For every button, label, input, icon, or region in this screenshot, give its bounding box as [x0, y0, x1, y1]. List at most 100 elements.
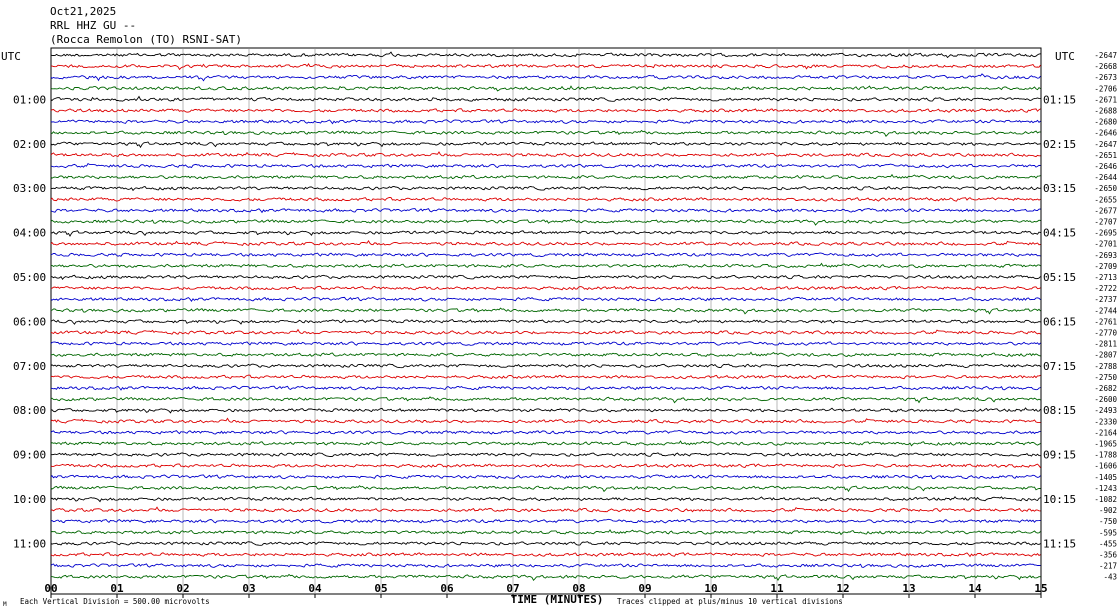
trace-offset-label: -2330: [1094, 417, 1117, 426]
seismic-trace: [50, 541, 1041, 546]
left-hour-label: 08:00: [13, 404, 46, 417]
seismic-trace: [50, 318, 1041, 325]
seismic-trace: [50, 108, 1041, 113]
seismic-trace: [50, 141, 1041, 149]
left-hour-label: 11:00: [13, 537, 46, 550]
trace-offset-label: -2744: [1094, 306, 1117, 315]
x-tick-label: 11: [770, 582, 784, 595]
trace-offset-label: -1606: [1094, 462, 1117, 471]
seismic-trace: [50, 529, 1041, 536]
seismic-trace: [50, 262, 1041, 269]
trace-offset-label: -1243: [1094, 484, 1117, 493]
seismic-trace: [50, 485, 1041, 493]
x-tick-label: 05: [374, 582, 387, 595]
x-tick-label: 04: [308, 582, 322, 595]
x-tick-label: 03: [242, 582, 255, 595]
trace-offset-label: -2677: [1094, 206, 1117, 215]
right-hour-label: 04:15: [1043, 227, 1076, 240]
seismic-trace: [50, 573, 1041, 581]
seismic-trace: [50, 285, 1041, 291]
left-hour-label: 10:00: [13, 493, 46, 506]
right-hour-label: 08:15: [1043, 404, 1076, 417]
seismic-trace: [50, 296, 1041, 302]
seismic-trace: [50, 129, 1041, 137]
left-hour-label: 05:00: [13, 271, 46, 284]
trace-offset-label: -356: [1099, 551, 1118, 560]
seismic-trace: [50, 341, 1041, 346]
trace-offset-label: -2668: [1094, 62, 1117, 71]
seismic-trace: [50, 85, 1041, 92]
right-hour-label: 06:15: [1043, 315, 1076, 328]
trace-offset-label: -2737: [1094, 295, 1117, 304]
right-hour-label: 02:15: [1043, 138, 1076, 151]
seismic-trace: [50, 185, 1041, 192]
footer-clip-note: Traces clipped at plus/minus 10 vertical…: [617, 597, 843, 606]
trace-offset-label: -2761: [1094, 317, 1117, 326]
trace-offset-label: -2647: [1094, 140, 1117, 149]
date-label: Oct21,2025: [50, 5, 117, 18]
x-tick-label: 06: [440, 582, 454, 595]
trace-offset-label: -2750: [1094, 373, 1117, 382]
left-hour-label: 04:00: [13, 227, 46, 240]
trace-offset-label: -217: [1099, 562, 1117, 571]
seismic-trace: [50, 218, 1041, 226]
seismic-trace: [50, 63, 1041, 71]
trace-offset-label: -455: [1099, 539, 1117, 548]
seismic-trace: [50, 307, 1041, 315]
x-tick-label: 09: [638, 582, 651, 595]
trace-offset-label: -2695: [1094, 229, 1117, 238]
seismic-trace: [50, 328, 1041, 335]
seismic-trace: [50, 417, 1041, 424]
trace-offset-label: -595: [1099, 528, 1117, 537]
trace-offset-label: -2722: [1094, 284, 1117, 293]
trace-offset-label: -2709: [1094, 262, 1117, 271]
x-tick-label: 00: [44, 582, 57, 595]
right-hour-label: 11:15: [1043, 537, 1076, 550]
trace-offset-label: -2688: [1094, 107, 1117, 116]
trace-offset-label: -2707: [1094, 218, 1117, 227]
right-hour-label: 10:15: [1043, 493, 1076, 506]
seismic-trace: [50, 430, 1041, 435]
seismic-trace: [50, 463, 1041, 469]
trace-offset-label: -2680: [1094, 118, 1117, 127]
left-utc-label: UTC: [1, 50, 21, 63]
trace-offset-label: -43: [1103, 573, 1117, 582]
left-hour-label: 09:00: [13, 449, 46, 462]
trace-offset-label: -902: [1099, 506, 1117, 515]
seismic-trace: [50, 274, 1041, 280]
seismic-trace: [50, 385, 1041, 391]
trace-offset-label: -2493: [1094, 406, 1117, 415]
seismic-trace: [50, 552, 1041, 558]
x-tick-label: 08: [572, 582, 585, 595]
right-hour-label: 05:15: [1043, 271, 1076, 284]
x-tick-label: 12: [836, 582, 849, 595]
x-tick-label: 02: [176, 582, 189, 595]
trace-offset-label: -2650: [1094, 184, 1117, 193]
x-axis-title: TIME (MINUTES): [511, 593, 604, 606]
seismic-trace: [50, 452, 1041, 457]
trace-offset-label: -2655: [1094, 195, 1117, 204]
corner-mark: M: [3, 601, 7, 608]
seismic-trace: [50, 239, 1041, 247]
left-hour-label: 02:00: [13, 138, 46, 151]
seismic-trace: [50, 252, 1041, 258]
x-tick-label: 14: [968, 582, 982, 595]
location-label: (Rocca Remolon (TO) RSNI-SAT): [50, 33, 243, 46]
trace-offset-label: -2770: [1094, 329, 1117, 338]
trace-offset-label: -2671: [1094, 95, 1117, 104]
x-tick-label: 01: [110, 582, 124, 595]
trace-offset-label: -2701: [1094, 240, 1117, 249]
left-hour-label: 06:00: [13, 315, 46, 328]
station-label: RRL HHZ GU --: [50, 19, 137, 32]
trace-offset-label: -1788: [1094, 451, 1117, 460]
seismic-trace: [50, 396, 1041, 404]
seismic-trace: [50, 197, 1041, 202]
seismic-trace: [50, 51, 1041, 59]
seismic-trace: [50, 440, 1041, 447]
right-hour-label: 01:15: [1043, 93, 1076, 106]
trace-offset-label: -2682: [1094, 384, 1117, 393]
trace-offset-label: -2788: [1094, 362, 1117, 371]
seismic-trace: [50, 73, 1041, 82]
seismic-trace: [50, 563, 1041, 568]
